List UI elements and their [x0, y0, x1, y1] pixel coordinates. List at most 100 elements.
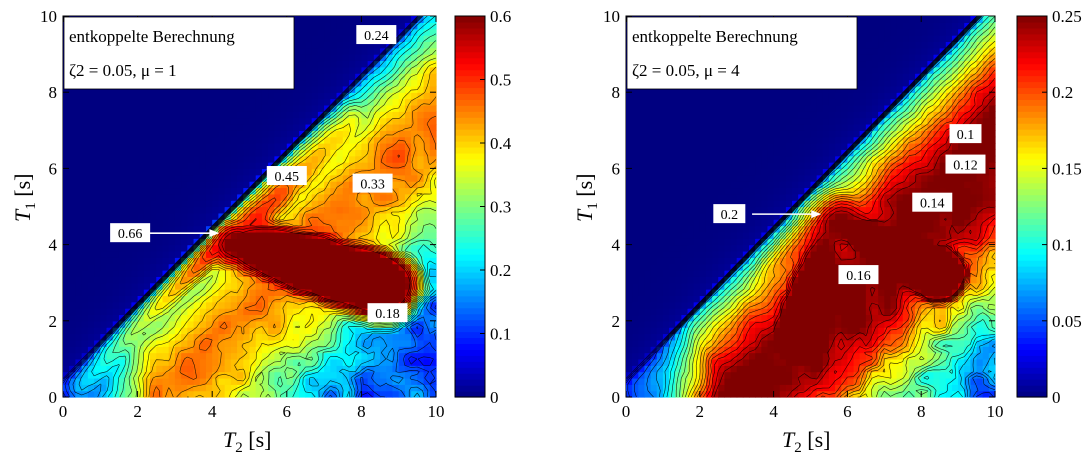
heatmap-cell — [367, 276, 375, 284]
heatmap-cell — [638, 276, 646, 284]
heatmap-cell — [311, 282, 319, 290]
heatmap-cell — [392, 98, 400, 106]
heatmap-cell — [181, 314, 188, 322]
heatmap-cell — [143, 168, 151, 176]
heatmap-cell — [100, 295, 108, 303]
heatmap-cell — [274, 384, 282, 392]
heatmap-cell — [330, 270, 338, 277]
heatmap-cell — [193, 136, 201, 144]
heatmap-cell — [237, 231, 244, 239]
heatmap-cell — [841, 289, 848, 296]
heatmap-cell — [828, 289, 836, 296]
heatmap-cell — [280, 301, 288, 309]
heatmap-cell — [411, 244, 418, 252]
heatmap-cell — [305, 371, 313, 379]
heatmap-cell — [902, 270, 910, 277]
heatmap-cell — [705, 384, 713, 392]
y-tick-label: 0 — [49, 388, 58, 407]
heatmap-cell — [417, 384, 425, 392]
heatmap-cell — [243, 238, 251, 246]
heatmap-cell — [131, 111, 139, 119]
heatmap-cell — [230, 320, 238, 328]
heatmap-cell — [106, 162, 114, 169]
heatmap-cell — [847, 365, 855, 373]
heatmap-cell — [398, 231, 406, 239]
heatmap-cell — [143, 276, 151, 284]
heatmap-cell — [392, 282, 400, 290]
heatmap-cell — [75, 162, 83, 169]
heatmap-cell — [131, 155, 139, 163]
heatmap-cell — [908, 263, 916, 271]
heatmap-cell — [330, 250, 338, 258]
heatmap-cell — [156, 238, 164, 246]
heatmap-cell — [94, 358, 101, 366]
heatmap-cell — [243, 244, 251, 252]
heatmap-cell — [100, 168, 108, 176]
heatmap-cell — [187, 117, 195, 125]
heatmap-cell — [348, 377, 356, 385]
heatmap-cell — [411, 162, 418, 169]
heatmap-cell — [429, 270, 437, 277]
heatmap-cell — [927, 377, 935, 385]
heatmap-cell — [137, 257, 145, 265]
heatmap-cell — [417, 339, 425, 347]
heatmap-cell — [662, 339, 670, 347]
heatmap-cell — [398, 212, 406, 220]
heatmap-cell — [100, 225, 108, 233]
heatmap-cell — [933, 339, 941, 347]
heatmap-cell — [361, 193, 369, 201]
heatmap-cell — [404, 143, 412, 150]
heatmap-cell — [193, 289, 201, 296]
heatmap-cell — [355, 377, 362, 385]
heatmap-cell — [755, 390, 762, 398]
peak-arrow-head — [209, 229, 220, 238]
heatmap-cell — [348, 365, 356, 373]
heatmap-cell — [792, 365, 799, 373]
heatmap-cell — [143, 346, 151, 354]
heatmap-cell — [792, 289, 799, 296]
heatmap-cell — [118, 333, 126, 341]
heatmap-cell — [921, 270, 928, 277]
heatmap-cell — [237, 117, 244, 125]
heatmap-cell — [69, 143, 77, 150]
heatmap-cell — [299, 66, 307, 74]
heatmap-cell — [367, 371, 375, 379]
heatmap-cell — [150, 111, 157, 119]
heatmap-cell — [404, 212, 412, 220]
heatmap-cell — [118, 219, 126, 227]
heatmap-cell — [429, 193, 437, 201]
heatmap-cell — [958, 358, 965, 366]
heatmap-cell — [342, 339, 350, 347]
colorbar-segment — [455, 45, 485, 53]
heatmap-cell — [112, 98, 120, 106]
heatmap-cell — [890, 371, 898, 379]
heatmap-cell — [255, 238, 263, 246]
heatmap-cell — [249, 206, 257, 214]
heatmap-cell — [915, 390, 922, 398]
heatmap-cell — [237, 358, 244, 366]
heatmap-cell — [293, 54, 300, 62]
heatmap-cell — [249, 358, 257, 366]
heatmap-cell — [755, 352, 762, 360]
heatmap-cell — [650, 390, 658, 398]
heatmap-cell — [156, 136, 164, 144]
heatmap-cell — [299, 327, 307, 335]
heatmap-cell — [125, 352, 132, 360]
heatmap-cell — [150, 346, 157, 354]
heatmap-cell — [112, 149, 120, 157]
heatmap-cell — [69, 384, 77, 392]
heatmap-cell — [324, 187, 331, 195]
heatmap-cell — [933, 295, 941, 303]
heatmap-cell — [779, 320, 787, 328]
heatmap-cell — [317, 54, 325, 62]
heatmap-cell — [168, 168, 176, 176]
heatmap-cell — [767, 365, 775, 373]
heatmap-cell — [896, 352, 904, 360]
heatmap-cell — [143, 206, 151, 214]
left-legend-line2: ζ2 = 0.05, μ = 1 — [69, 61, 177, 80]
heatmap-cell — [100, 104, 108, 112]
heatmap-cell — [118, 301, 126, 309]
heatmap-cell — [964, 365, 971, 373]
heatmap-cell — [293, 301, 300, 309]
heatmap-cell — [361, 263, 369, 271]
